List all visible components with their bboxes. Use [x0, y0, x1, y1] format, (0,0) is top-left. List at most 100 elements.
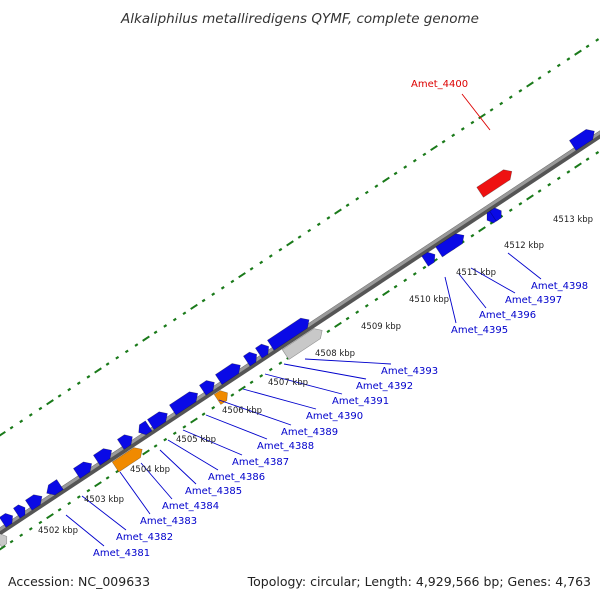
gene-feature[interactable] — [242, 351, 258, 367]
gene-label[interactable]: Amet_4400 — [411, 79, 468, 90]
gene-label[interactable]: Amet_4390 — [306, 411, 363, 422]
outer-tick — [326, 216, 331, 220]
outer-tick — [94, 367, 102, 374]
inner-tick — [259, 374, 264, 378]
kbp-label: 4507 kbp — [268, 378, 308, 388]
gene-leader-line — [119, 471, 151, 515]
outer-tick — [153, 330, 158, 335]
outer-tick — [0, 430, 6, 437]
outer-tick — [115, 355, 120, 360]
gene-label[interactable]: Amet_4382 — [116, 532, 173, 543]
gene-feature[interactable] — [421, 251, 436, 267]
gene-feature[interactable] — [111, 447, 143, 473]
outer-tick — [105, 362, 110, 366]
kbp-label: 4505 kbp — [176, 435, 216, 445]
outer-tick — [278, 247, 283, 252]
outer-tick — [478, 113, 486, 120]
gene-label[interactable]: Amet_4395 — [451, 325, 508, 336]
gene-feature[interactable] — [12, 504, 26, 519]
gene-feature[interactable] — [0, 533, 8, 548]
inner-tick — [163, 437, 168, 442]
outer-tick — [249, 266, 254, 271]
inner-tick — [9, 539, 14, 544]
gene-feature[interactable] — [266, 317, 310, 351]
gene-leader-line — [167, 439, 219, 471]
label-leader-lines — [65, 93, 542, 547]
outer-tick — [556, 63, 561, 68]
kbp-label: 4506 kbp — [222, 406, 262, 416]
gene-label[interactable]: Amet_4388 — [257, 441, 314, 452]
outer-tick — [460, 127, 465, 131]
gene-label[interactable]: Amet_4392 — [356, 381, 413, 392]
inner-tick — [238, 385, 246, 392]
gene-feature[interactable] — [281, 328, 323, 361]
gene-label[interactable]: Amet_4398 — [531, 281, 588, 292]
gene-features — [0, 129, 595, 548]
gene-feature[interactable] — [24, 494, 43, 511]
inner-tick — [105, 476, 110, 480]
gene-label[interactable]: Amet_4397 — [505, 295, 562, 306]
kbp-label: 4502 kbp — [38, 526, 78, 536]
outer-tick — [190, 303, 198, 310]
gene-label[interactable]: Amet_4383 — [140, 516, 197, 527]
gene-label[interactable]: Amet_4381 — [93, 548, 150, 559]
outer-tick — [142, 335, 150, 342]
inner-tick — [19, 533, 24, 538]
gene-label[interactable]: Amet_4391 — [332, 396, 389, 407]
gene-label[interactable]: Amet_4384 — [162, 501, 219, 512]
outer-tick — [268, 254, 273, 258]
gene-leader-line — [81, 495, 127, 531]
outer-tick — [441, 139, 446, 144]
gene-feature[interactable] — [476, 169, 513, 198]
gene-feature[interactable] — [214, 363, 241, 386]
gene-feature[interactable] — [92, 448, 113, 466]
inner-tick — [566, 170, 571, 174]
gene-feature[interactable] — [198, 380, 215, 396]
gene-feature[interactable] — [489, 207, 502, 222]
gene-feature[interactable] — [168, 391, 199, 416]
inner-tick — [268, 367, 273, 372]
outer-tick — [46, 399, 54, 406]
inner-tick — [230, 393, 235, 397]
gene-leader-line — [304, 358, 392, 365]
inner-tick — [556, 176, 561, 181]
gene-feature[interactable] — [116, 434, 133, 450]
outer-tick — [57, 394, 62, 398]
outer-tick — [38, 406, 43, 411]
inner-tick — [393, 284, 398, 289]
genome-stats-text: Topology: circular; Length: 4,929,566 bp… — [247, 574, 591, 589]
gene-feature[interactable] — [435, 233, 465, 258]
outer-tick — [355, 197, 360, 201]
gene-leader-line — [159, 449, 197, 485]
outer-tick — [134, 343, 139, 347]
gene-feature[interactable] — [72, 461, 93, 479]
kbp-label: 4503 kbp — [84, 495, 124, 505]
outer-tick — [172, 317, 177, 322]
outer-tick — [422, 152, 427, 157]
gene-leader-line — [242, 388, 317, 410]
kbp-label: 4513 kbp — [553, 215, 593, 225]
gene-leader-line — [507, 252, 542, 280]
gene-label[interactable]: Amet_4387 — [232, 457, 289, 468]
gene-leader-line — [283, 363, 367, 380]
gene-label[interactable]: Amet_4393 — [381, 366, 438, 377]
outer-tick — [518, 89, 523, 93]
outer-tick — [9, 425, 14, 430]
inner-tick — [94, 481, 102, 488]
inner-tick — [278, 361, 283, 365]
inner-tick — [46, 513, 54, 520]
gene-feature[interactable] — [46, 479, 64, 496]
outer-tick — [220, 286, 225, 290]
gene-leader-line — [65, 514, 105, 547]
gene-label[interactable]: Amet_4386 — [208, 472, 265, 483]
gene-feature[interactable] — [568, 129, 595, 151]
gene-label[interactable]: Amet_4389 — [281, 427, 338, 438]
gene-feature[interactable] — [138, 420, 153, 436]
gene-label[interactable]: Amet_4396 — [479, 310, 536, 321]
gene-feature[interactable] — [0, 513, 14, 528]
gene-leader-line — [140, 462, 173, 500]
gene-label[interactable]: Amet_4385 — [185, 486, 242, 497]
gene-feature[interactable] — [254, 343, 270, 359]
gene-feature[interactable] — [213, 390, 228, 405]
gene-feature[interactable] — [146, 411, 168, 430]
